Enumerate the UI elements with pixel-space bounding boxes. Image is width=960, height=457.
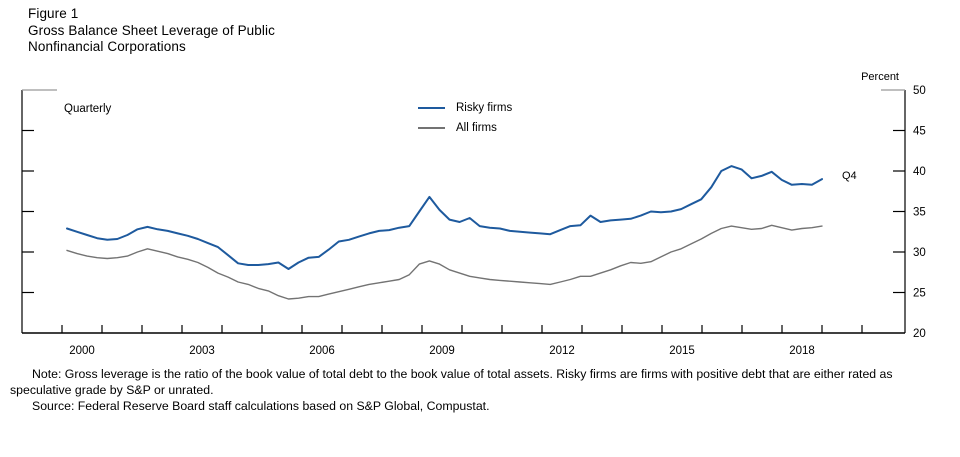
y-tick-label: 25 [913, 288, 926, 300]
legend-item-all-firms: All firms [418, 118, 512, 138]
legend-label-all-firms: All firms [456, 122, 497, 134]
x-tick-label: 2006 [309, 345, 335, 357]
source-text: Source: Federal Reserve Board staff calc… [32, 399, 490, 413]
x-tick-label: 2018 [789, 345, 815, 357]
figure-title-line-2: Nonfinancial Corporations [28, 39, 186, 54]
legend: Risky firms All firms [418, 98, 512, 138]
y-tick-label: 20 [913, 328, 926, 340]
x-tick-label: 2000 [69, 345, 95, 357]
y-tick-label: 40 [913, 166, 926, 178]
y-tick-label: 30 [913, 247, 926, 259]
y-tick-label: 50 [913, 85, 926, 97]
frequency-label: Quarterly [64, 103, 112, 115]
x-tick-label: 2003 [189, 345, 215, 357]
all-firms-legend-line-icon [418, 127, 445, 129]
risky-firms-line [66, 165, 823, 270]
figure-title-line-1: Gross Balance Sheet Leverage of Public [28, 22, 275, 38]
risky-firms-legend-line-icon [418, 107, 445, 109]
y-tick-label: 45 [913, 126, 926, 138]
last-observation-label: Q4 [842, 170, 857, 182]
y-tick-label: 35 [913, 207, 926, 219]
x-tick-label: 2012 [549, 345, 575, 357]
all-firms-line [66, 224, 823, 300]
title-block: Figure 1 Gross Balance Sheet Leverage of… [28, 6, 275, 56]
notes-block: Note: Gross leverage is the ratio of the… [10, 366, 953, 414]
figure-label: Figure 1 [28, 6, 79, 21]
x-tick-label: 2009 [429, 345, 455, 357]
legend-label-risky-firms: Risky firms [456, 102, 513, 114]
note-text: Note: Gross leverage is the ratio of the… [10, 367, 893, 397]
y-axis-unit-label: Percent [861, 71, 899, 83]
legend-item-risky-firms: Risky firms [418, 98, 512, 118]
x-tick-label: 2015 [669, 345, 695, 357]
